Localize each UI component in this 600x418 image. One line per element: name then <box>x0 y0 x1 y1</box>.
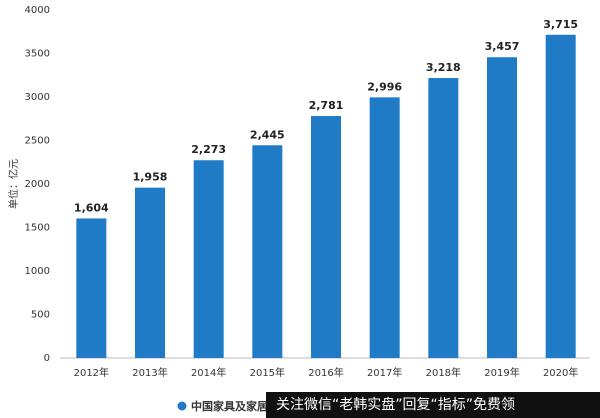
y-tick-label: 3000 <box>25 92 50 103</box>
x-tick-label: 2012年 <box>74 366 109 379</box>
x-tick-label: 2018年 <box>426 366 461 379</box>
bar <box>369 97 400 359</box>
x-tick-label: 2014年 <box>191 366 226 379</box>
y-tick-label: 2500 <box>25 136 50 147</box>
legend-marker <box>177 401 187 411</box>
x-tick-label: 2013年 <box>132 366 167 379</box>
x-tick-label: 2020年 <box>543 366 578 379</box>
y-tick-label: 2000 <box>25 179 50 190</box>
y-axis-label: 单位：亿元 <box>7 159 20 209</box>
x-tick-label: 2016年 <box>308 366 343 379</box>
bar <box>428 78 459 358</box>
value-label: 3,457 <box>485 40 520 53</box>
bar <box>311 116 341 358</box>
bar <box>545 34 576 359</box>
value-label: 2,996 <box>367 80 402 93</box>
bar <box>76 218 107 358</box>
value-label: 2,273 <box>191 143 226 156</box>
value-label: 2,781 <box>309 99 344 112</box>
value-label: 3,218 <box>426 61 461 74</box>
y-tick-label: 4000 <box>25 5 50 16</box>
x-tick-label: 2015年 <box>250 366 285 379</box>
x-tick-label: 2019年 <box>484 366 519 379</box>
y-tick-label: 500 <box>31 310 50 321</box>
value-label: 1,958 <box>133 171 168 184</box>
y-tick-label: 0 <box>44 353 50 364</box>
value-label: 2,445 <box>250 128 285 141</box>
y-tick-label: 1000 <box>25 266 50 277</box>
bar <box>487 57 517 359</box>
bar <box>193 160 224 358</box>
legend-label: 中国家具及家居 <box>191 399 268 413</box>
value-label: 3,715 <box>543 18 578 31</box>
banner-bg <box>266 392 600 418</box>
value-label: 1,604 <box>74 201 109 214</box>
banner-text: 关注微信“老韩实盘”回复“指标”免费领 <box>276 396 515 413</box>
y-tick-label: 1500 <box>25 223 50 234</box>
x-tick-label: 2017年 <box>367 366 402 379</box>
y-tick-label: 3500 <box>25 49 50 60</box>
bar <box>252 145 283 358</box>
bar <box>135 187 165 358</box>
